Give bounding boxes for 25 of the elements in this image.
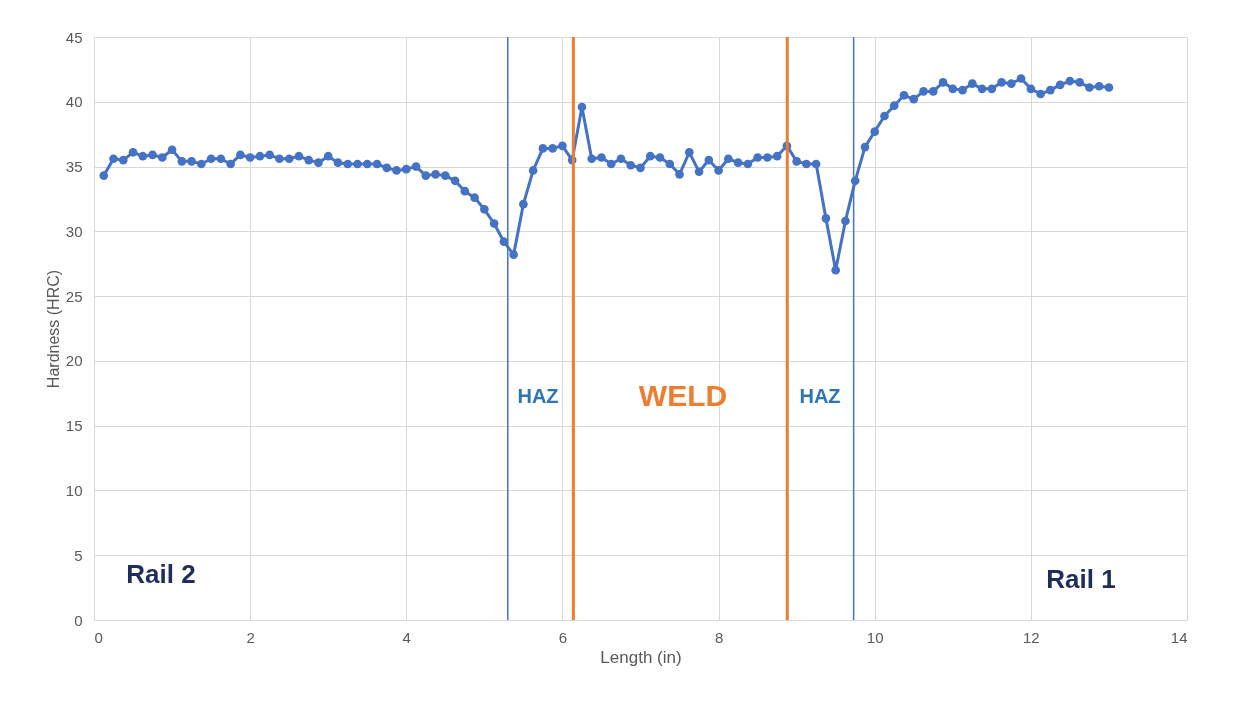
y-tick-label: 10 bbox=[65, 481, 83, 499]
x-tick-label: 0 bbox=[94, 628, 103, 646]
x-tick-label: 2 bbox=[246, 628, 255, 646]
y-tick-label: 15 bbox=[65, 417, 83, 435]
x-tick-label: 12 bbox=[1023, 628, 1040, 646]
x-tick-label: 4 bbox=[402, 628, 411, 646]
y-tick-label: 35 bbox=[65, 158, 83, 176]
y-tick-label: 5 bbox=[74, 546, 83, 564]
x-tick-label: 14 bbox=[1170, 628, 1188, 646]
y-tick-label: 30 bbox=[65, 222, 83, 240]
x-tick-label: 10 bbox=[866, 628, 884, 646]
x-axis-title: Length (in) bbox=[600, 647, 682, 667]
annotation: Rail 1 bbox=[1046, 564, 1116, 594]
x-tick-label: 8 bbox=[714, 628, 724, 646]
annotation: HAZ bbox=[517, 385, 559, 407]
y-axis-title: Hardness (HRC) bbox=[44, 269, 62, 389]
annotation: Rail 2 bbox=[126, 559, 196, 589]
y-tick-label: 40 bbox=[65, 93, 83, 111]
y-tick-label: 20 bbox=[65, 352, 83, 370]
y-tick-label: 25 bbox=[65, 287, 83, 305]
y-tick-label: 0 bbox=[74, 611, 83, 629]
annotation: WELD bbox=[638, 379, 728, 412]
annotation: HAZ bbox=[799, 385, 841, 407]
x-tick-label: 6 bbox=[558, 628, 568, 646]
y-tick-label: 45 bbox=[65, 28, 83, 46]
